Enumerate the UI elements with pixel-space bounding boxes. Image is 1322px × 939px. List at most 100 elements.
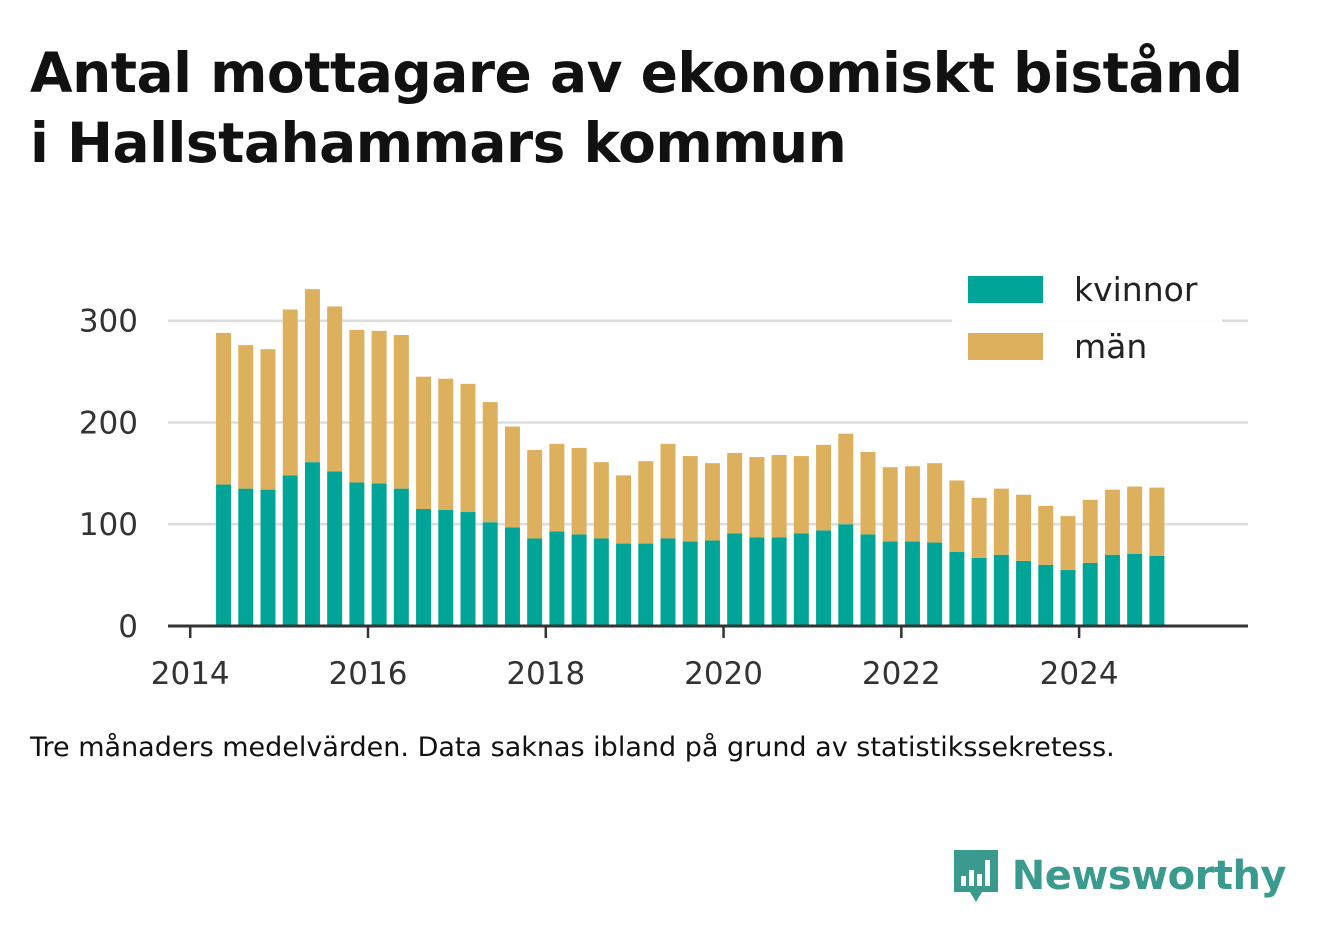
chart-caption: Tre månaders medelvärden. Data saknas ib… <box>30 732 1115 763</box>
bar-man <box>860 451 876 535</box>
bar-man <box>304 289 320 463</box>
bar-man <box>704 463 720 541</box>
legend-swatch-kvinnor <box>968 276 1043 303</box>
bar-kvinnor <box>927 542 943 626</box>
x-tick-label: 2022 <box>862 656 941 692</box>
bar-kvinnor <box>460 512 476 626</box>
bar-kvinnor <box>882 541 898 626</box>
bar-kvinnor <box>1016 560 1032 626</box>
bar-kvinnor <box>482 522 498 626</box>
bar-man <box>949 480 965 552</box>
bar-man <box>460 383 476 513</box>
bar-man <box>371 330 387 484</box>
bar-kvinnor <box>816 530 832 626</box>
bar-man <box>593 462 609 539</box>
bar-man <box>660 443 676 539</box>
bar-kvinnor <box>1082 562 1098 626</box>
legend-label-man: män <box>1074 327 1147 366</box>
bar-man <box>349 329 365 483</box>
bar-kvinnor <box>304 462 320 626</box>
bar-kvinnor <box>616 543 632 626</box>
bar-kvinnor <box>727 533 743 626</box>
bars <box>216 289 1165 626</box>
bar-kvinnor <box>1038 564 1054 626</box>
newsworthy-logo-icon <box>953 850 998 902</box>
bar-kvinnor <box>593 538 609 626</box>
brand: Newsworthy <box>952 848 1287 904</box>
bar-man <box>882 467 898 542</box>
bar-kvinnor <box>1127 553 1143 626</box>
bar-kvinnor <box>393 488 409 626</box>
bar-kvinnor <box>771 537 787 626</box>
legend-swatch-man <box>968 333 1043 360</box>
bar-man <box>927 463 943 543</box>
legend-label-kvinnor: kvinnor <box>1074 270 1198 309</box>
x-tick-label: 2016 <box>329 656 408 692</box>
y-tick-label: 100 <box>79 507 138 543</box>
bar-man <box>238 345 254 489</box>
chart-title: Antal mottagare av ekonomiskt bistånd i … <box>30 38 1300 178</box>
bar-man <box>549 443 565 532</box>
bar-kvinnor <box>793 533 809 626</box>
x-tick-label: 2014 <box>151 656 230 692</box>
bar-kvinnor <box>349 482 365 626</box>
bar-kvinnor <box>282 475 298 626</box>
bar-kvinnor <box>504 527 520 626</box>
bar-kvinnor <box>1149 555 1165 626</box>
bar-man <box>1016 494 1032 561</box>
bar-man <box>1082 499 1098 563</box>
bar-kvinnor <box>438 509 454 626</box>
bar-kvinnor <box>904 541 920 626</box>
bar-kvinnor <box>1060 570 1076 626</box>
bar-man <box>504 426 520 528</box>
bar-kvinnor <box>371 483 387 626</box>
bar-kvinnor <box>327 471 343 626</box>
bar-man <box>1060 516 1076 571</box>
axes: 0 100 200 300 2014 2016 2018 2020 2022 2024 <box>79 304 1248 692</box>
bar-kvinnor <box>416 508 432 626</box>
bar-man <box>527 449 543 539</box>
bar-kvinnor <box>704 540 720 626</box>
bar-man <box>482 402 498 523</box>
bar-kvinnor <box>638 543 654 626</box>
bar-man <box>638 461 654 544</box>
bar-man <box>993 488 1009 555</box>
bar-kvinnor <box>749 537 765 626</box>
bar-kvinnor <box>1104 554 1120 626</box>
bar-man <box>749 457 765 538</box>
bar-man <box>1127 486 1143 554</box>
legend: kvinnor män <box>952 262 1222 380</box>
bar-man <box>1038 505 1054 565</box>
bar-kvinnor <box>949 551 965 626</box>
bar-man <box>216 332 232 485</box>
bar-kvinnor <box>838 524 854 626</box>
bar-man <box>616 475 632 544</box>
bar-kvinnor <box>993 554 1009 626</box>
bar-kvinnor <box>971 557 987 626</box>
bar-kvinnor <box>216 484 232 626</box>
bar-kvinnor <box>527 538 543 626</box>
bar-man <box>416 376 432 509</box>
bar-man <box>816 444 832 531</box>
y-tick-label: 300 <box>79 304 138 340</box>
y-tick-label: 200 <box>79 405 138 441</box>
bar-man <box>282 309 298 476</box>
title-line-2: i Hallstahammars kommun <box>30 111 847 175</box>
bar-man <box>438 378 454 510</box>
bar-man <box>393 334 409 489</box>
x-tick-label: 2020 <box>684 656 763 692</box>
bar-kvinnor <box>238 488 254 626</box>
bar-man <box>971 497 987 558</box>
bar-kvinnor <box>571 534 587 626</box>
bar-man <box>571 447 587 535</box>
bar-man <box>260 349 276 490</box>
stacked-bar-chart: 0 100 200 300 2014 2016 2018 2020 2022 2024 kvinn… <box>78 262 1248 692</box>
x-tick-label: 2024 <box>1040 656 1119 692</box>
bar-man <box>904 466 920 542</box>
bar-kvinnor <box>682 541 698 626</box>
x-tick-label: 2018 <box>506 656 585 692</box>
bar-kvinnor <box>860 534 876 626</box>
y-tick-label: 0 <box>118 609 138 645</box>
bar-man <box>793 456 809 534</box>
title-line-1: Antal mottagare av ekonomiskt bistånd <box>30 41 1243 105</box>
